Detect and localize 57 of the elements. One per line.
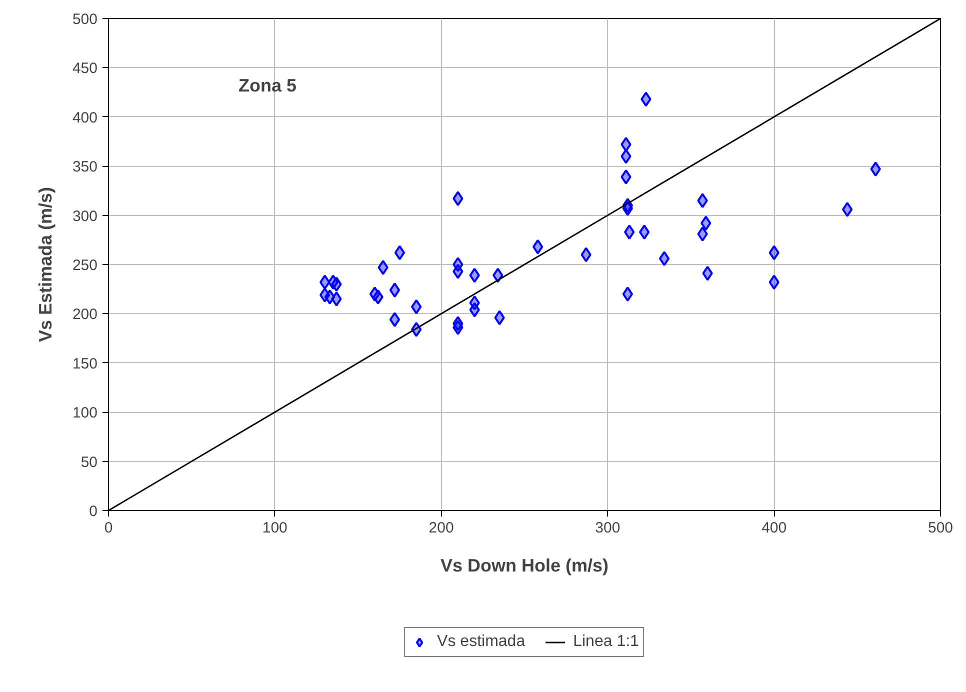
point — [494, 310, 505, 326]
x-axis-title: Vs Down Hole (m/s) — [440, 556, 609, 576]
y-axis-title: Vs Estimada (m/s) — [35, 186, 56, 342]
x-tick-label: 300 — [595, 520, 620, 536]
point — [640, 92, 652, 107]
y-tick-label: 150 — [72, 355, 98, 372]
point — [532, 239, 544, 254]
point — [842, 202, 853, 217]
legend-label: Vs estimada — [437, 633, 526, 651]
y-tick-label: 300 — [72, 208, 98, 225]
x-tick-label: 100 — [262, 520, 288, 536]
y-tick-label: 100 — [72, 404, 98, 422]
legend-label: Linea 1:1 — [573, 633, 639, 651]
point — [492, 268, 504, 283]
point — [394, 245, 406, 260]
y-tick-label: 0 — [89, 503, 98, 520]
x-tick-label: 400 — [762, 520, 787, 536]
point — [620, 148, 632, 164]
point — [658, 251, 670, 266]
point — [411, 299, 422, 314]
x-tick-label: 0 — [104, 520, 113, 536]
point — [697, 226, 708, 242]
point — [372, 289, 384, 304]
point — [331, 291, 342, 306]
point — [697, 193, 708, 208]
point — [870, 162, 881, 177]
point — [452, 264, 464, 279]
y-tick-label: 250 — [72, 257, 98, 274]
point — [580, 247, 592, 262]
point — [331, 276, 342, 292]
annotation: Zona 5 — [238, 76, 297, 96]
point — [389, 312, 400, 328]
y-tick-label: 400 — [72, 109, 98, 126]
point — [622, 200, 633, 216]
y-tick-label: 200 — [72, 306, 98, 324]
y-tick-label: 350 — [72, 158, 98, 176]
point — [768, 274, 780, 290]
point — [389, 282, 400, 298]
point — [452, 320, 464, 335]
y-tick-label: 450 — [72, 60, 98, 78]
point — [622, 286, 633, 302]
point — [638, 224, 650, 240]
point — [378, 260, 388, 275]
point — [768, 245, 780, 260]
point — [620, 169, 632, 184]
point — [624, 224, 635, 240]
y-tick-label: 50 — [80, 454, 98, 471]
x-tick-label: 500 — [928, 520, 954, 536]
point — [319, 274, 330, 290]
point — [469, 302, 480, 318]
x-tick-label: 200 — [428, 520, 454, 536]
point — [469, 268, 480, 283]
point — [702, 266, 713, 281]
point — [452, 191, 464, 206]
point — [700, 216, 712, 231]
y-tick-label: 500 — [72, 11, 98, 28]
point — [620, 136, 632, 152]
